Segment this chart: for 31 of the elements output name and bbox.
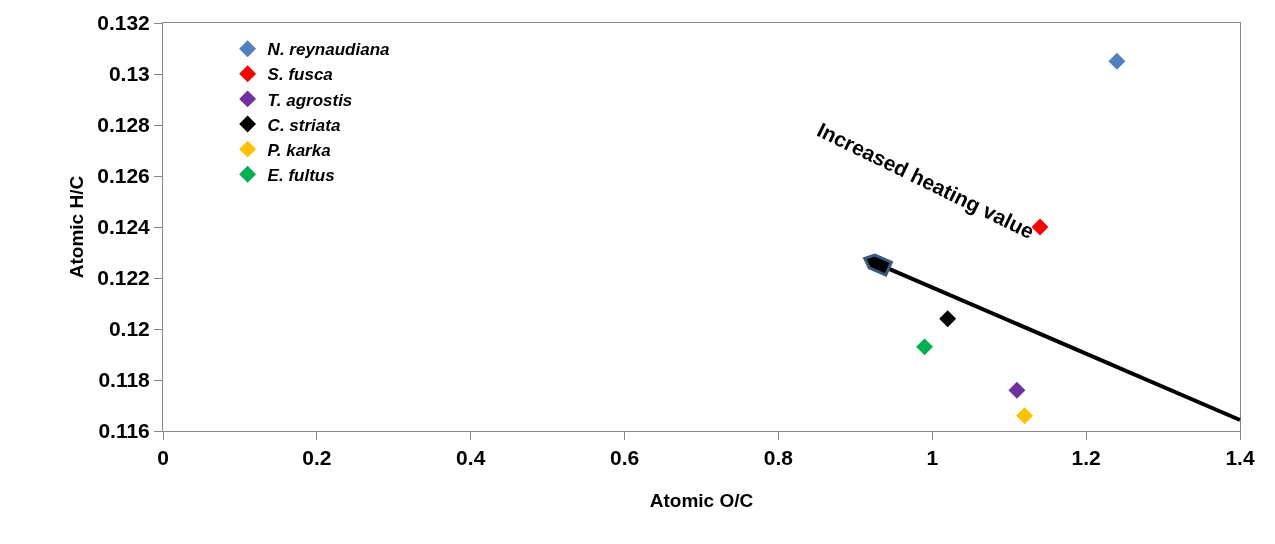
y-tick-label: 0.128 (97, 113, 151, 137)
y-tick-label: 0.132 (97, 11, 150, 35)
point (916, 338, 934, 356)
point (1031, 218, 1049, 236)
legend-label: P. karka (267, 140, 331, 160)
legend-label: T. agrostis (267, 90, 353, 110)
x-tick-label: 0 (157, 446, 169, 470)
x-tick-label: 0.2 (302, 446, 332, 470)
y-tick-label: 0.116 (98, 419, 150, 443)
y-tick-label: 0.13 (108, 62, 150, 86)
y-tick-label: 0.126 (97, 164, 150, 188)
point (1108, 52, 1126, 70)
point (1008, 381, 1026, 399)
y-tick-label: 0.12 (108, 317, 150, 341)
y-tick-label: 0.118 (98, 368, 151, 392)
x-tick-label: 0.4 (456, 446, 486, 470)
y-tick-label: 0.122 (97, 266, 150, 290)
point (939, 310, 957, 328)
x-tick-label: 0.8 (763, 446, 794, 470)
legend-label: E. fultus (267, 165, 335, 185)
point (1016, 407, 1034, 425)
legend-label: C. striata (267, 115, 341, 135)
x-tick-label: 1.4 (1225, 446, 1255, 470)
x-tick-label: 1 (926, 446, 939, 470)
x-tick-label: 1.2 (1071, 446, 1101, 470)
y-axis-title: Atomic H/C (66, 175, 88, 279)
x-axis-title: Atomic O/C (649, 490, 754, 511)
legend-label: N. reynaudiana (267, 40, 390, 60)
legend-label: S. fusca (267, 65, 333, 85)
y-tick-label: 0.124 (97, 215, 151, 239)
x-tick-label: 0.6 (609, 446, 640, 470)
